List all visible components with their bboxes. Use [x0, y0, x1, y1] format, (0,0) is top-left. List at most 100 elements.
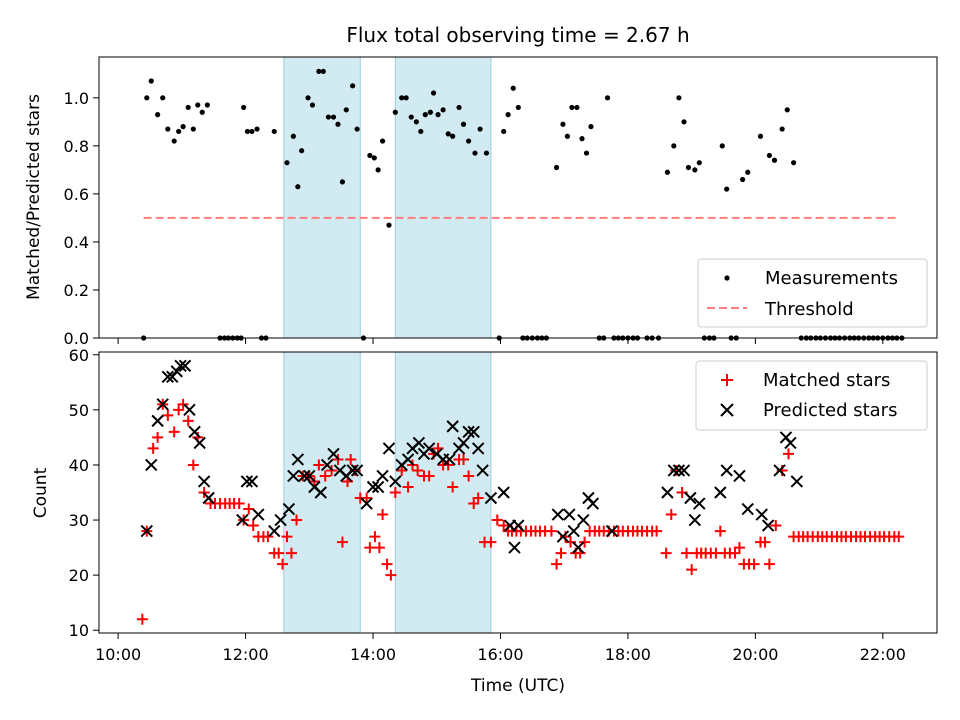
matched-star-marker	[277, 558, 289, 570]
measurement-point	[171, 138, 177, 144]
measurement-point	[696, 160, 702, 166]
bottom-x-ticks: 10:00 12:00 14:00 16:00 18:00 20:00 22:00	[95, 633, 906, 664]
measurement-point	[583, 150, 590, 156]
measurement-point	[413, 119, 419, 125]
measurement-point	[330, 114, 337, 120]
predicted-star-marker	[252, 508, 265, 521]
matched-star-marker	[681, 547, 693, 559]
measurement-point	[190, 126, 196, 132]
measurement-point	[290, 133, 296, 139]
measurement-point	[664, 169, 671, 175]
top-y-axis-label: Matched/Predicted stars	[24, 94, 44, 300]
bottom-y-tick-label: 10	[69, 621, 89, 640]
matched-star-marker	[763, 558, 775, 570]
measurement-point	[766, 152, 773, 159]
predicted-star-marker	[512, 519, 525, 532]
predicted-star-marker	[145, 458, 158, 472]
predicted-star-marker	[314, 486, 327, 499]
measurement-point	[249, 128, 255, 135]
measurement-point	[472, 150, 478, 156]
measurement-point	[435, 112, 441, 118]
bottom-y-tick-label: 60	[69, 346, 89, 365]
top-shaded-interval	[394, 56, 492, 339]
measurement-point	[339, 179, 346, 185]
predicted-star-marker	[240, 475, 254, 488]
predicted-star-marker	[268, 524, 281, 538]
matched-star-marker	[651, 525, 663, 537]
bottom-y-tick-label: 30	[69, 511, 89, 530]
predicted-star-marker	[443, 453, 456, 466]
predicted-star-marker	[672, 464, 686, 477]
matched-star-marker	[555, 547, 567, 559]
predicted-star-marker	[462, 425, 475, 439]
top-y-ticks: 0.0 0.2 0.4 0.6 0.8 1.0	[64, 89, 99, 348]
measurement-point	[483, 150, 490, 156]
predicted-star-marker	[236, 513, 249, 527]
ratio-panel: 0.0 0.2 0.4 0.6 0.8 1.0 Matched/Predicted sta…	[24, 56, 938, 348]
matched-star-marker	[233, 498, 245, 510]
matched-star-marker	[364, 542, 376, 554]
matched-star-marker	[423, 470, 435, 482]
predicted-star-marker	[773, 464, 786, 477]
predicted-star-marker	[677, 464, 691, 477]
legend-measurements-label: Measurements	[765, 268, 898, 289]
predicted-star-marker	[741, 502, 754, 516]
measurement-point	[354, 126, 360, 132]
measurement-point	[350, 83, 356, 89]
measurement-point	[779, 126, 785, 132]
measurement-point	[740, 176, 746, 183]
measurement-point	[564, 133, 570, 139]
matched-star-marker	[177, 398, 189, 410]
predicted-star-marker	[193, 436, 206, 450]
top-y-tick-label: 0.6	[64, 185, 89, 204]
matched-star-marker	[468, 498, 480, 510]
measurement-point	[579, 136, 585, 142]
measurement-point	[195, 102, 201, 108]
top-y-tick-label: 1.0	[64, 89, 89, 108]
measurement-point	[309, 102, 316, 108]
top-shaded-intervals	[283, 56, 492, 339]
matched-star-marker	[291, 514, 303, 526]
predicted-star-marker	[156, 398, 169, 411]
measurement-point	[204, 102, 210, 108]
measurement-point	[604, 95, 611, 101]
top-y-tick-label: 0.4	[64, 233, 89, 252]
measurement-point	[379, 138, 386, 144]
measurement-point	[719, 143, 725, 149]
measurement-point	[757, 133, 764, 139]
matched-star-marker	[285, 547, 297, 559]
measurement-point	[165, 126, 171, 132]
measurement-point	[505, 112, 511, 118]
predicted-star-marker	[382, 442, 396, 455]
predicted-star-marker	[784, 436, 797, 450]
matched-star-marker	[336, 536, 348, 548]
x-tick-label: 14:00	[350, 645, 396, 664]
predicted-star-marker	[457, 436, 470, 450]
top-legend: Measurements Threshold	[697, 258, 928, 328]
measurement-point	[371, 155, 377, 161]
matched-star-marker	[770, 520, 782, 532]
matched-star-marker	[579, 536, 591, 548]
measurement-point	[403, 95, 409, 101]
bottom-legend: Matched stars Predicted stars	[695, 360, 928, 431]
predicted-star-marker	[360, 497, 373, 510]
measurement-point	[392, 109, 398, 115]
measurement-point	[501, 128, 507, 135]
matched-star-marker	[545, 525, 557, 537]
predicted-star-marker	[761, 519, 775, 532]
measurement-point	[284, 160, 290, 166]
measurement-point	[445, 131, 451, 137]
predicted-star-marker	[577, 513, 590, 527]
matched-star-marker	[783, 448, 795, 460]
legend-matched-label: Matched stars	[763, 370, 890, 391]
matched-star-marker	[748, 558, 760, 570]
matched-star-marker	[319, 470, 331, 482]
measurement-point	[574, 104, 580, 111]
matched-star-marker	[243, 503, 255, 515]
top-y-tick-label: 0.8	[64, 137, 89, 156]
matched-star-marker	[345, 453, 357, 465]
matched-star-marker	[381, 558, 393, 570]
bottom-shaded-interval	[394, 351, 492, 634]
predicted-star-marker	[733, 469, 746, 483]
